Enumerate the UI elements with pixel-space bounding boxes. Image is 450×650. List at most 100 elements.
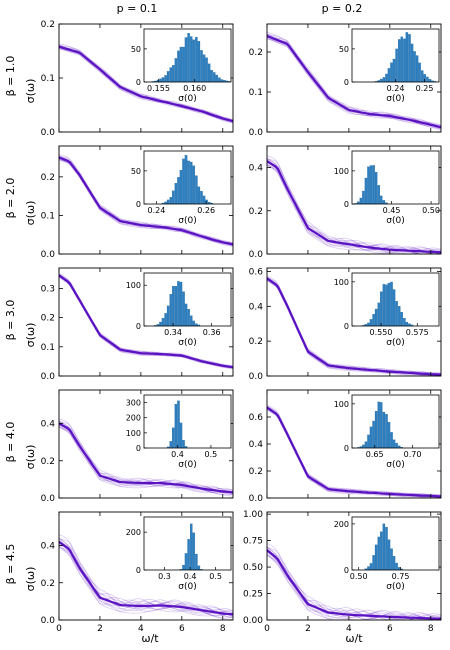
inset-frame <box>351 272 440 327</box>
inset-y-tick-label: 0 <box>344 444 349 453</box>
ensemble-curve <box>266 554 441 621</box>
histogram-bar <box>372 314 375 327</box>
x-tick-label: 0 <box>264 624 270 634</box>
histogram-bar <box>359 197 363 205</box>
ensemble-curve <box>58 545 234 619</box>
inset-xlabel: σ(0) <box>178 582 196 592</box>
histogram-bar <box>164 313 167 327</box>
inset-x-tick-label: 0.26 <box>197 206 215 215</box>
panel-r0-c1: 0.0 0.1 0.2 0.24 0.25 0 50 σ(0) <box>249 23 442 138</box>
histogram-bar <box>166 305 170 327</box>
y-tick-label: 0.50 <box>243 563 263 573</box>
histogram-bar <box>197 565 201 571</box>
ensemble-curve <box>266 543 442 621</box>
ensemble-curve <box>58 534 234 616</box>
ensemble-curve <box>266 162 441 255</box>
inset-xlabel: σ(0) <box>386 216 404 226</box>
inset-y-tick-label: 0 <box>136 566 141 575</box>
inset-xlabel: σ(0) <box>386 94 404 104</box>
inset-x-tick-label: 0.24 <box>148 206 166 215</box>
y-tick-label: 0.2 <box>41 173 55 183</box>
x-tick-label: 0 <box>56 624 62 634</box>
histogram-bar <box>184 553 188 571</box>
inset-y-tick-label: 100 <box>334 278 349 287</box>
histogram-bar <box>169 441 173 449</box>
ensemble-curve <box>58 538 234 615</box>
histogram-bar <box>400 312 404 327</box>
inset-x-tick-label: 0.25 <box>416 84 434 93</box>
ensemble-curve <box>58 544 234 619</box>
y-tick-label: 0.4 <box>249 440 264 450</box>
histogram-bar <box>387 539 391 571</box>
inset-x-tick-label: 0.45 <box>383 206 401 215</box>
histogram-bar <box>205 57 208 83</box>
histogram-bar <box>197 41 201 83</box>
histogram-bar <box>392 555 396 571</box>
histogram-bar <box>179 170 183 205</box>
y-tick-label: 0.0 <box>41 250 56 260</box>
x-tick-label: 8 <box>428 624 434 634</box>
inset-histogram: 0.34 0.36 0 100 σ(0) <box>126 272 232 348</box>
mean-curve <box>58 422 234 494</box>
inset-background <box>352 395 439 448</box>
histogram-bar <box>172 427 175 449</box>
histogram-bar <box>385 526 388 571</box>
y-tick-label: 0.0 <box>41 372 56 382</box>
histogram-bar <box>367 434 370 449</box>
inset-frame <box>143 516 232 571</box>
panel-r0-c0: 0.0 0.1 0.2 0.155 0.160 0 50 σ(0) <box>41 20 234 138</box>
ensemble-curve <box>266 547 442 621</box>
histogram-bar <box>187 539 190 571</box>
histogram-bar <box>195 553 198 571</box>
histogram-bar <box>374 544 378 571</box>
histogram-bar <box>408 34 411 83</box>
histogram-bar <box>190 36 193 83</box>
row-label-beta-4: β = 4.0 <box>4 422 17 463</box>
histogram-bar <box>421 70 424 83</box>
y-tick-label: 0.6 <box>249 413 264 423</box>
y-tick-label: 0.2 <box>41 457 55 467</box>
inset-x-tick-label: 0.50 <box>422 206 440 215</box>
inset-x-tick-label: 0.4 <box>184 572 197 581</box>
inset-x-tick-label: 0.3 <box>158 572 171 581</box>
xlabel-right: ω/t <box>345 632 363 645</box>
histogram-bar <box>159 78 162 83</box>
histogram-bar <box>405 322 409 327</box>
histogram-bar <box>380 531 383 571</box>
histogram-bar <box>182 291 185 327</box>
histogram-bar <box>372 420 375 449</box>
y-tick-label: 0.1 <box>41 343 55 353</box>
axes-frame <box>266 23 442 133</box>
histogram-bar <box>387 422 391 449</box>
row-label-beta-3: β = 3.0 <box>4 300 17 341</box>
histogram-bar <box>364 441 368 449</box>
inset-histogram: 0.45 0.50 0 100 σ(0) <box>334 150 440 226</box>
histogram-bar <box>166 199 170 205</box>
histogram-bar <box>172 65 175 83</box>
inset-xlabel: σ(0) <box>178 460 196 470</box>
mean-curve <box>58 540 234 616</box>
histogram-bar <box>377 302 381 327</box>
histogram-bar <box>187 160 190 205</box>
inset-y-tick-label: 0 <box>344 78 349 87</box>
inset-x-tick-label: 0.5 <box>205 450 218 459</box>
inset-background <box>144 395 231 448</box>
inset-histogram: 0.155 0.160 0 50 σ(0) <box>131 28 232 104</box>
histogram-bar <box>190 523 193 571</box>
histogram-bar <box>403 318 406 327</box>
x-tick-label: 6 <box>179 624 185 634</box>
ylabel-row-1: σ(ω) <box>24 79 37 104</box>
column-header-p02: p = 0.2 <box>322 2 363 15</box>
histogram-bar <box>362 444 365 449</box>
y-tick-label: 0.4 <box>249 164 264 174</box>
histogram-bar <box>382 77 386 83</box>
x-tick-label: 6 <box>387 624 393 634</box>
y-tick-label: 0.2 <box>249 467 263 477</box>
inset-y-tick-label: 200 <box>126 414 141 423</box>
inset-x-tick-label: 0.5 <box>209 572 222 581</box>
panel-r2-c0: 0.0 0.1 0.2 0.3 0.34 0.36 0 100 σ(0) <box>41 267 234 382</box>
histogram-bar <box>405 32 409 83</box>
histogram-bar <box>385 284 388 327</box>
inset-x-tick-label: 0.34 <box>164 328 182 337</box>
